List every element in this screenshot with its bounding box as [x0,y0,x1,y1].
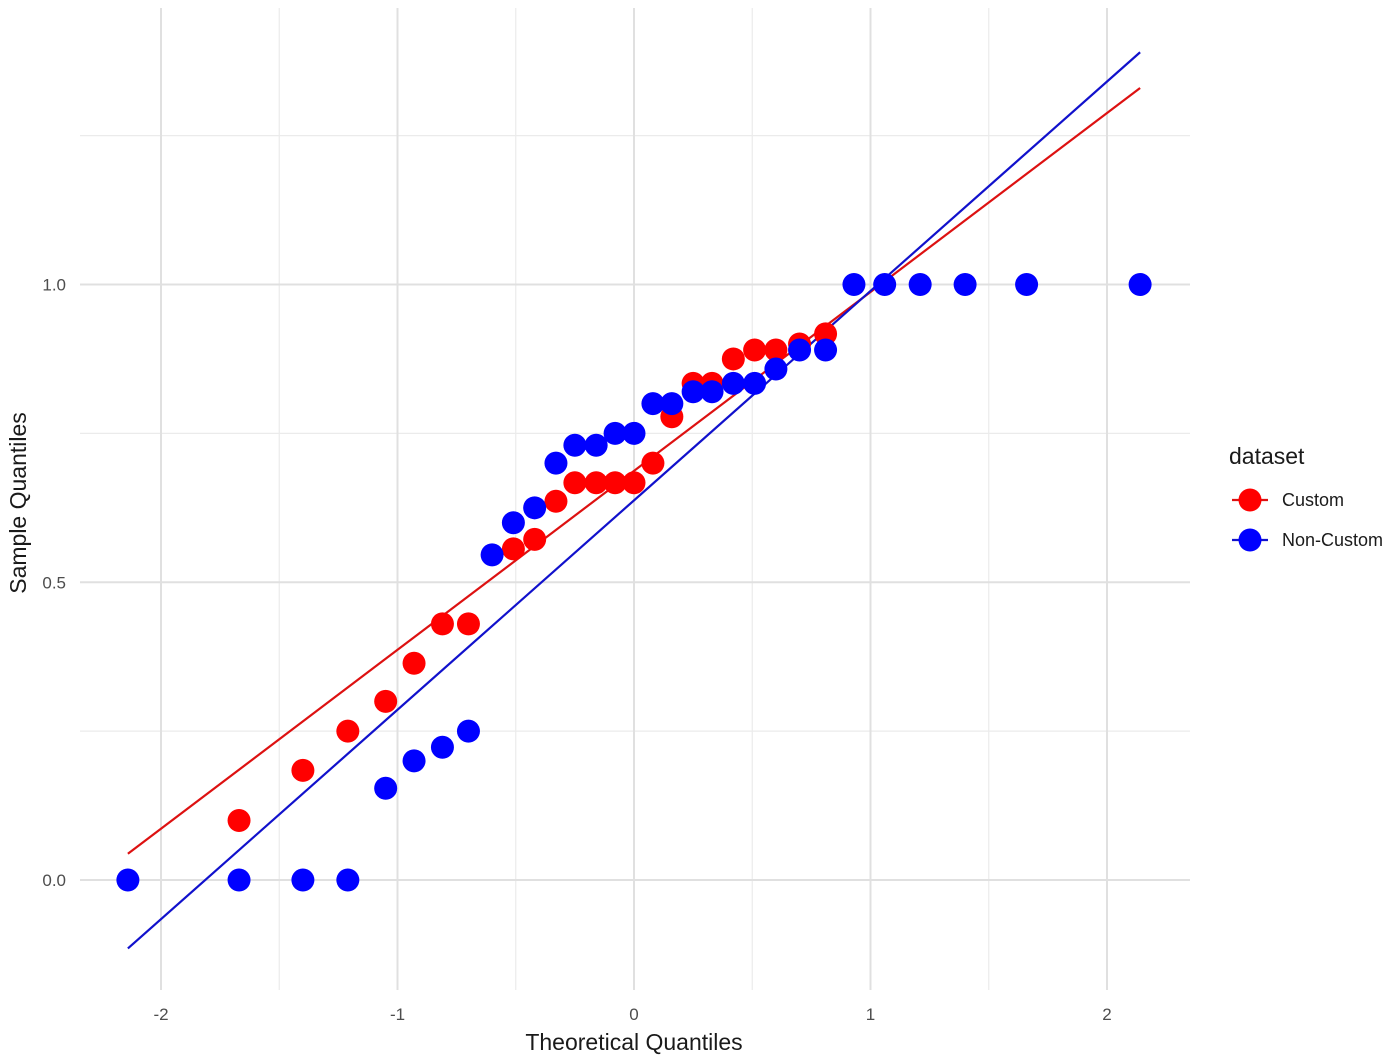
x-axis-title: Theoretical Quantiles [525,1029,742,1055]
non-custom-point [544,451,568,475]
y-tick-label: 0.5 [42,573,66,592]
non-custom-point [681,380,705,404]
custom-reference-line [127,87,1141,855]
y-tick-label: 0.0 [42,871,66,890]
legend-label: Non-Custom [1282,530,1383,550]
legend-key-point [1238,488,1262,512]
y-tick-label: 1.0 [42,276,66,295]
non-custom-point [430,735,454,759]
legend-key-point [1238,528,1262,552]
custom-point [227,808,251,832]
custom-point [430,612,454,636]
legend-item-custom: Custom [1232,488,1344,512]
non-custom-point [402,749,426,773]
non-custom-point [953,273,977,296]
non-custom-point [660,392,684,416]
custom-point [523,527,547,551]
non-custom-point [523,496,547,520]
non-custom-point [1015,273,1039,296]
legend-item-non-custom: Non-Custom [1232,528,1383,552]
x-tick-label: 1 [866,1005,875,1024]
non-custom-point [700,380,724,404]
non-custom-point [227,868,251,892]
non-custom-point [743,371,767,395]
custom-point [622,471,646,495]
x-tick-label: 0 [629,1005,638,1024]
y-axis-title: Sample Quantiles [5,412,31,594]
non-custom-point [764,357,788,381]
legend-title: dataset [1229,443,1305,469]
data-points [116,273,1152,892]
custom-point [603,471,627,495]
non-custom-point [873,273,897,296]
custom-point [336,719,360,743]
custom-point [563,471,587,495]
custom-point [743,338,767,362]
custom-point [721,347,745,371]
x-tick-label: 2 [1102,1005,1111,1024]
legend-label: Custom [1282,490,1344,510]
non-custom-point [116,868,140,892]
non-custom-point [908,273,932,296]
legend: dataset Custom Non-Custom [1229,443,1383,552]
non-custom-point [563,433,587,457]
custom-point [374,689,398,713]
non-custom-point [374,776,398,800]
x-tick-label: -1 [390,1005,405,1024]
non-custom-point [1128,273,1152,296]
x-tick-label: -2 [153,1005,168,1024]
non-custom-point [291,868,315,892]
custom-point [814,322,838,346]
non-custom-point [814,338,838,362]
non-custom-point [721,371,745,395]
major-gridlines [80,8,1190,990]
non-custom-point [788,338,812,362]
custom-point [291,758,315,782]
non-custom-point [456,719,480,743]
custom-point [584,471,608,495]
x-axis-ticks: -2 -1 0 1 2 [153,1005,1111,1024]
custom-point [641,451,665,475]
custom-point [544,489,568,513]
non-custom-point [622,421,646,445]
reference-lines [127,51,1141,950]
non-custom-point [641,392,665,416]
non-custom-point [501,511,525,535]
custom-point [501,537,525,561]
non-custom-point [336,868,360,892]
non-custom-point [603,421,627,445]
custom-point [456,612,480,636]
non-custom-point [480,543,504,567]
non-custom-point [842,273,866,296]
non-custom-reference-line [127,51,1141,950]
y-axis-ticks: 0.0 0.5 1.0 [42,276,66,891]
custom-point [402,651,426,675]
non-custom-point [584,433,608,457]
custom-point [764,338,788,362]
